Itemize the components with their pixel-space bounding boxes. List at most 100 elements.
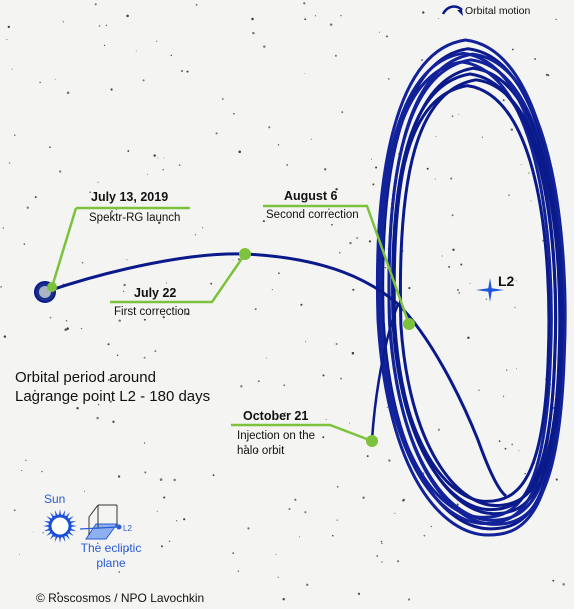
event-date-launch: July 13, 2019: [91, 190, 169, 204]
star-dot: [402, 250, 404, 252]
star-dot: [356, 237, 358, 239]
star-dot: [362, 496, 365, 499]
star-dot: [435, 135, 437, 137]
star-dot: [277, 576, 279, 578]
star-dot: [426, 167, 429, 170]
star-dot: [54, 78, 56, 80]
star-dot: [161, 545, 163, 548]
star-dot: [300, 303, 303, 306]
star-dot: [97, 542, 99, 544]
star-dot: [65, 319, 68, 322]
star-dot: [66, 327, 69, 330]
star-dot: [314, 15, 317, 17]
star-dot: [340, 14, 342, 17]
sun-label: Sun: [44, 492, 66, 506]
star-dot: [441, 255, 443, 257]
star-dot: [524, 472, 526, 475]
event-desc-first-correction: First correction: [114, 306, 191, 318]
star-dot: [175, 520, 178, 522]
star-dot: [97, 181, 99, 183]
event-desc-injection: Injection on the halo orbit: [237, 430, 316, 457]
star-dot: [328, 208, 330, 210]
star-dot: [451, 214, 454, 217]
star-dot: [485, 298, 488, 300]
star-dot: [386, 406, 388, 408]
star-dot: [397, 560, 400, 563]
star-dot: [107, 343, 110, 346]
star-dot: [322, 436, 325, 439]
star-dot: [210, 282, 213, 285]
star-dot: [57, 592, 60, 595]
star-dot: [349, 241, 352, 245]
star-dot: [341, 111, 344, 114]
star-dot: [504, 447, 507, 450]
star-dot: [286, 163, 289, 166]
star-dot: [0, 286, 2, 288]
star-dot: [126, 259, 128, 261]
star-dot: [163, 496, 166, 499]
star-dot: [478, 389, 480, 391]
star-dot: [352, 288, 355, 291]
star-dot: [251, 17, 254, 21]
star-dot: [331, 223, 333, 226]
star-dot: [233, 113, 235, 115]
star-dot: [357, 592, 361, 595]
star-dot: [378, 31, 381, 33]
star-dot: [299, 536, 301, 538]
star-dot: [284, 412, 286, 414]
star-dot: [277, 144, 280, 146]
star-dot: [163, 157, 165, 159]
star-dot: [116, 354, 119, 357]
star-dot: [112, 420, 115, 423]
star-dot: [510, 128, 514, 131]
event-date-injection: October 21: [243, 409, 309, 423]
l2-label: L2: [498, 273, 515, 289]
event-desc-launch: Spektr-RG launch: [89, 212, 181, 224]
marker-launch: [47, 282, 57, 292]
star-dot: [3, 335, 7, 338]
star-dot: [448, 265, 451, 268]
star-dot: [26, 206, 29, 209]
star-dot: [335, 343, 338, 345]
star-dot: [135, 50, 137, 52]
star-dot: [13, 134, 16, 137]
star-dot: [13, 509, 16, 512]
star-dot: [516, 368, 518, 370]
star-dot: [202, 227, 204, 229]
star-dot: [215, 132, 218, 135]
orbital-motion-arrow: [441, 5, 463, 15]
star-dot: [325, 418, 327, 420]
star-dot: [375, 166, 378, 169]
star-dot: [257, 380, 260, 383]
star-dot: [195, 3, 198, 6]
star-dot: [232, 259, 234, 261]
sun-ray: [58, 535, 62, 543]
star-dot: [32, 531, 34, 533]
star-dot: [438, 17, 440, 20]
star-dot: [376, 555, 379, 557]
sun-icon: [43, 509, 77, 543]
star-dot: [520, 164, 522, 165]
star-dot: [278, 272, 280, 275]
l2-point-icon: [476, 278, 504, 302]
star-dot: [534, 58, 536, 60]
star-dot: [80, 327, 83, 330]
star-dot: [143, 318, 146, 321]
star-dot: [282, 597, 285, 601]
star-dot: [386, 248, 388, 250]
star-dot: [126, 14, 129, 18]
ecliptic-label: The ecliptic plane: [76, 541, 146, 571]
star-dot: [183, 518, 186, 521]
star-dot: [340, 377, 342, 380]
star-dot: [421, 59, 424, 62]
star-dot: [252, 31, 255, 35]
period-text-line1: Orbital period around: [15, 369, 156, 386]
star-dot: [49, 316, 52, 319]
halo-loop: [379, 60, 553, 519]
star-dot: [117, 475, 121, 478]
star-dot: [370, 158, 372, 160]
star-dot: [118, 319, 121, 322]
star-dot: [384, 267, 387, 269]
star-dot: [304, 73, 306, 74]
star-dot: [310, 138, 312, 140]
